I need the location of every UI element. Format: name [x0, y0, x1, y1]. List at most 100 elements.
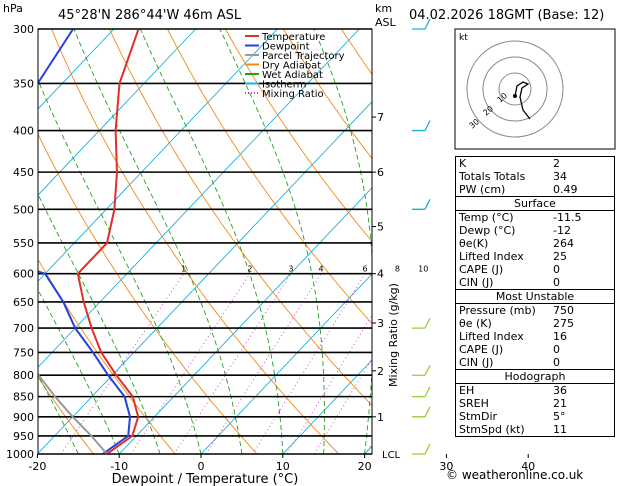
index-value: 34	[553, 170, 567, 183]
mixing-ratio-line	[205, 273, 322, 454]
surface-value: 0	[553, 263, 560, 276]
dry-adiabat-line	[283, 29, 372, 160]
surface-label: CIN (J)	[459, 276, 494, 289]
dry-adiabat-line	[0, 29, 12, 454]
km-tick-label: 7	[377, 111, 384, 124]
pressure-tick-label: 850	[13, 391, 34, 404]
hodograph-frame	[454, 28, 616, 150]
wet-adiabat-line	[73, 29, 243, 454]
mixing-ratio-line	[130, 273, 251, 454]
index-label: PW (cm)	[459, 183, 506, 196]
pressure-tick-label: 550	[13, 237, 34, 250]
wind-barb	[412, 406, 431, 418]
surface-value: 25	[553, 250, 567, 263]
isotherm-line	[118, 187, 372, 454]
plot-frame	[37, 28, 373, 455]
legend-label: Parcel Trajectory	[262, 51, 345, 62]
mixing-ratio-axis-label: Mixing Ratio (g/kg)	[387, 283, 400, 387]
mu-label: CIN (J)	[459, 356, 494, 369]
wet-adiabat-line	[38, 78, 202, 454]
hodo-label: SREH	[459, 397, 489, 410]
km-label: km	[375, 2, 392, 15]
hodograph-ring-10	[498, 72, 532, 106]
x-tick-label: 10	[276, 460, 290, 473]
mu-value: 16	[553, 330, 567, 343]
pressure-tick-label: 300	[13, 23, 34, 36]
hodo-label: EH	[459, 384, 475, 397]
dry-adiabat-line	[167, 29, 372, 325]
mu-value: 750	[553, 304, 574, 317]
pressure-tick-label: 900	[13, 411, 34, 424]
mixing-ratio-label: 10	[418, 265, 428, 274]
x-tick-label: 20	[358, 460, 372, 473]
mu-label: Pressure (mb)	[459, 304, 536, 317]
x-tick-label: 0	[198, 460, 205, 473]
wet-adiabat-line	[313, 29, 372, 454]
hodo-value: 11	[553, 423, 567, 436]
surface-label: Dewp (°C)	[459, 224, 516, 237]
hodograph-storm-point	[513, 94, 517, 98]
copyright-footer[interactable]: © weatheronline.co.uk	[446, 468, 584, 482]
hodograph-ring-30	[466, 40, 564, 138]
hodo-label: StmSpd (kt)	[459, 423, 525, 436]
x-tick-label: -20	[28, 460, 46, 473]
surface-title: Surface	[456, 196, 614, 211]
pressure-tick-label: 500	[13, 203, 34, 216]
series-temperature	[76, 29, 140, 454]
most-unstable-title: Most Unstable	[456, 289, 614, 304]
pressure-tick-label: 800	[13, 369, 34, 382]
series-parcel-trajectory	[38, 372, 108, 454]
lcl-label: LCL	[382, 450, 401, 461]
dry-adiabat-line	[225, 29, 372, 243]
x-tick-label: 30	[439, 460, 453, 473]
wet-adiabat-line	[406, 29, 436, 454]
mixing-ratio-label: 8	[395, 265, 400, 274]
pressure-tick-label: 450	[13, 166, 34, 179]
indices-panel: K 2 Totals Totals 34 PW (cm) 0.49 Surface T…	[455, 156, 615, 437]
index-label: K	[459, 157, 467, 170]
mixing-ratio-label: 3	[288, 265, 293, 274]
hodo-label: StmDir	[459, 410, 498, 423]
surface-label: CAPE (J)	[459, 263, 504, 276]
km-tick-label: 4	[377, 268, 384, 281]
hodograph-unit: kt	[459, 33, 468, 43]
wind-barb	[412, 18, 431, 30]
pressure-tick-label: 700	[13, 322, 34, 335]
hodo-value: 5°	[553, 410, 566, 423]
isotherm-line	[38, 101, 372, 454]
asl-label: ASL	[375, 16, 397, 29]
pressure-unit-label: hPa	[3, 2, 23, 15]
isotherm-line	[200, 273, 372, 454]
hodo-value: 36	[553, 384, 567, 397]
km-tick-label: 6	[377, 166, 384, 179]
legend-label: Temperature	[261, 32, 325, 43]
mu-label: θe (K)	[459, 317, 492, 330]
surface-label: Lifted Index	[459, 250, 524, 263]
mu-value: 0	[553, 356, 560, 369]
surface-value: 264	[553, 237, 574, 250]
wind-barb	[412, 120, 431, 132]
mixing-ratio-label: 1	[181, 265, 186, 274]
hodograph-trace	[514, 81, 531, 120]
mu-value: 275	[553, 317, 574, 330]
x-tick-label: 40	[521, 460, 535, 473]
mixing-ratio-line	[60, 273, 185, 454]
legend-label: Dewpoint	[262, 42, 310, 53]
wind-barb	[412, 364, 431, 376]
x-tick-label: -10	[110, 460, 128, 473]
x-axis-label: Dewpoint / Temperature (°C)	[112, 472, 299, 486]
series-dewpoint	[38, 29, 132, 454]
pressure-tick-label: 750	[13, 346, 34, 359]
legend-label: Isotherm	[262, 80, 306, 91]
wind-barb	[412, 317, 431, 329]
pressure-tick-label: 600	[13, 268, 34, 281]
pressure-tick-label: 400	[13, 125, 34, 138]
surface-value: -11.5	[553, 211, 582, 224]
isotherm-line	[38, 29, 360, 368]
wet-adiabat-line	[38, 374, 79, 454]
surface-value: 0	[553, 276, 560, 289]
km-tick-label: 5	[377, 221, 384, 234]
pressure-tick-label: 350	[13, 77, 34, 90]
datetime-title: 04.02.2026 18GMT (Base: 12)	[409, 8, 604, 23]
